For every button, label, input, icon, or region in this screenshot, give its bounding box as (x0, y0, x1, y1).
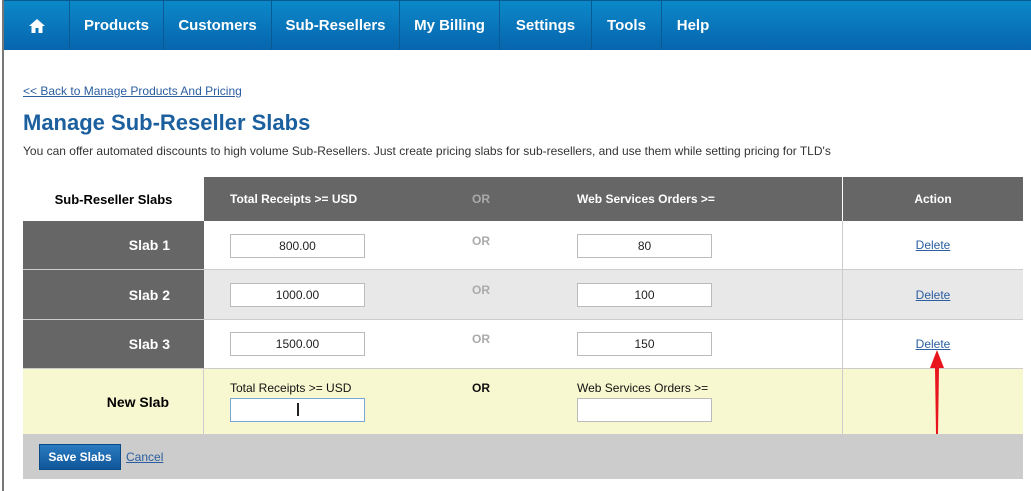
nav-home[interactable] (4, 1, 70, 50)
delete-link[interactable]: Delete (915, 238, 951, 252)
orders-input[interactable]: 80 (577, 234, 712, 258)
delete-link[interactable]: Delete (915, 337, 951, 351)
action-cell: Delete (842, 270, 1023, 319)
slab-values: 1000.00 OR 100 (204, 270, 842, 319)
red-arrow-annotation-icon (930, 350, 944, 434)
save-slabs-button[interactable]: Save Slabs (39, 444, 121, 470)
or-label: OR (472, 283, 490, 297)
new-slab-values: Total Receipts >= USD OR Web Services Or… (204, 369, 842, 434)
slab-label: Slab 2 (23, 270, 204, 319)
receipts-input[interactable]: 1500.00 (230, 332, 365, 356)
page-title: Manage Sub-Reseller Slabs (23, 110, 311, 135)
nav-sub-resellers[interactable]: Sub-Resellers (272, 1, 400, 50)
new-orders-label: Web Services Orders >= (577, 381, 709, 395)
nav-products[interactable]: Products (70, 1, 164, 50)
orders-input[interactable]: 100 (577, 283, 712, 307)
back-link[interactable]: << Back to Manage Products And Pricing (23, 84, 242, 98)
text-cursor (297, 403, 299, 416)
table-row: Slab 3 1500.00 OR 150 Delete (23, 320, 1023, 369)
nav-settings[interactable]: Settings (500, 1, 592, 50)
action-cell: Delete (842, 221, 1023, 269)
slab-values: 800.00 OR 80 (204, 221, 842, 269)
new-receipts-label: Total Receipts >= USD (230, 381, 352, 395)
header-orders: Web Services Orders >= (577, 192, 715, 206)
orders-input[interactable]: 150 (577, 332, 712, 356)
header-mid: Total Receipts >= USD OR Web Services Or… (204, 177, 842, 221)
delete-link[interactable]: Delete (915, 287, 951, 302)
nav-my-billing[interactable]: My Billing (400, 1, 500, 50)
header-receipts: Total Receipts >= USD (230, 192, 358, 206)
nav-tools[interactable]: Tools (592, 1, 662, 50)
nav-help[interactable]: Help (676, 17, 710, 34)
header-or: OR (472, 192, 490, 206)
home-icon (28, 18, 45, 33)
slab-label: Slab 3 (23, 320, 204, 368)
new-action-cell (842, 369, 1023, 434)
slab-label: Slab 1 (23, 221, 204, 269)
header-slabs: Sub-Reseller Slabs (23, 177, 204, 221)
or-label: OR (472, 332, 490, 346)
footer-bar: Save Slabs Cancel (23, 434, 1023, 479)
new-or-label: OR (472, 381, 490, 395)
action-cell: Delete (842, 320, 1023, 368)
cancel-link[interactable]: Cancel (126, 450, 164, 464)
receipts-input[interactable]: 800.00 (230, 234, 365, 258)
slab-values: 1500.00 OR 150 (204, 320, 842, 368)
new-orders-input[interactable] (577, 398, 712, 422)
new-slab-row: New Slab Total Receipts >= USD OR Web Se… (23, 369, 1023, 434)
new-slab-label: New Slab (23, 369, 204, 434)
header-action: Action (842, 177, 1023, 221)
nav-customers[interactable]: Customers (164, 1, 272, 50)
top-nav: Products Customers Sub-Resellers My Bill… (4, 0, 1031, 50)
receipts-input[interactable]: 1000.00 (230, 283, 365, 307)
table-row: Slab 1 800.00 OR 80 Delete (23, 221, 1023, 270)
page-description: You can offer automated discounts to hig… (23, 144, 831, 158)
or-label: OR (472, 234, 490, 248)
table-header: Sub-Reseller Slabs Total Receipts >= USD… (23, 177, 1023, 221)
table-row: Slab 2 1000.00 OR 100 Delete (23, 270, 1023, 320)
